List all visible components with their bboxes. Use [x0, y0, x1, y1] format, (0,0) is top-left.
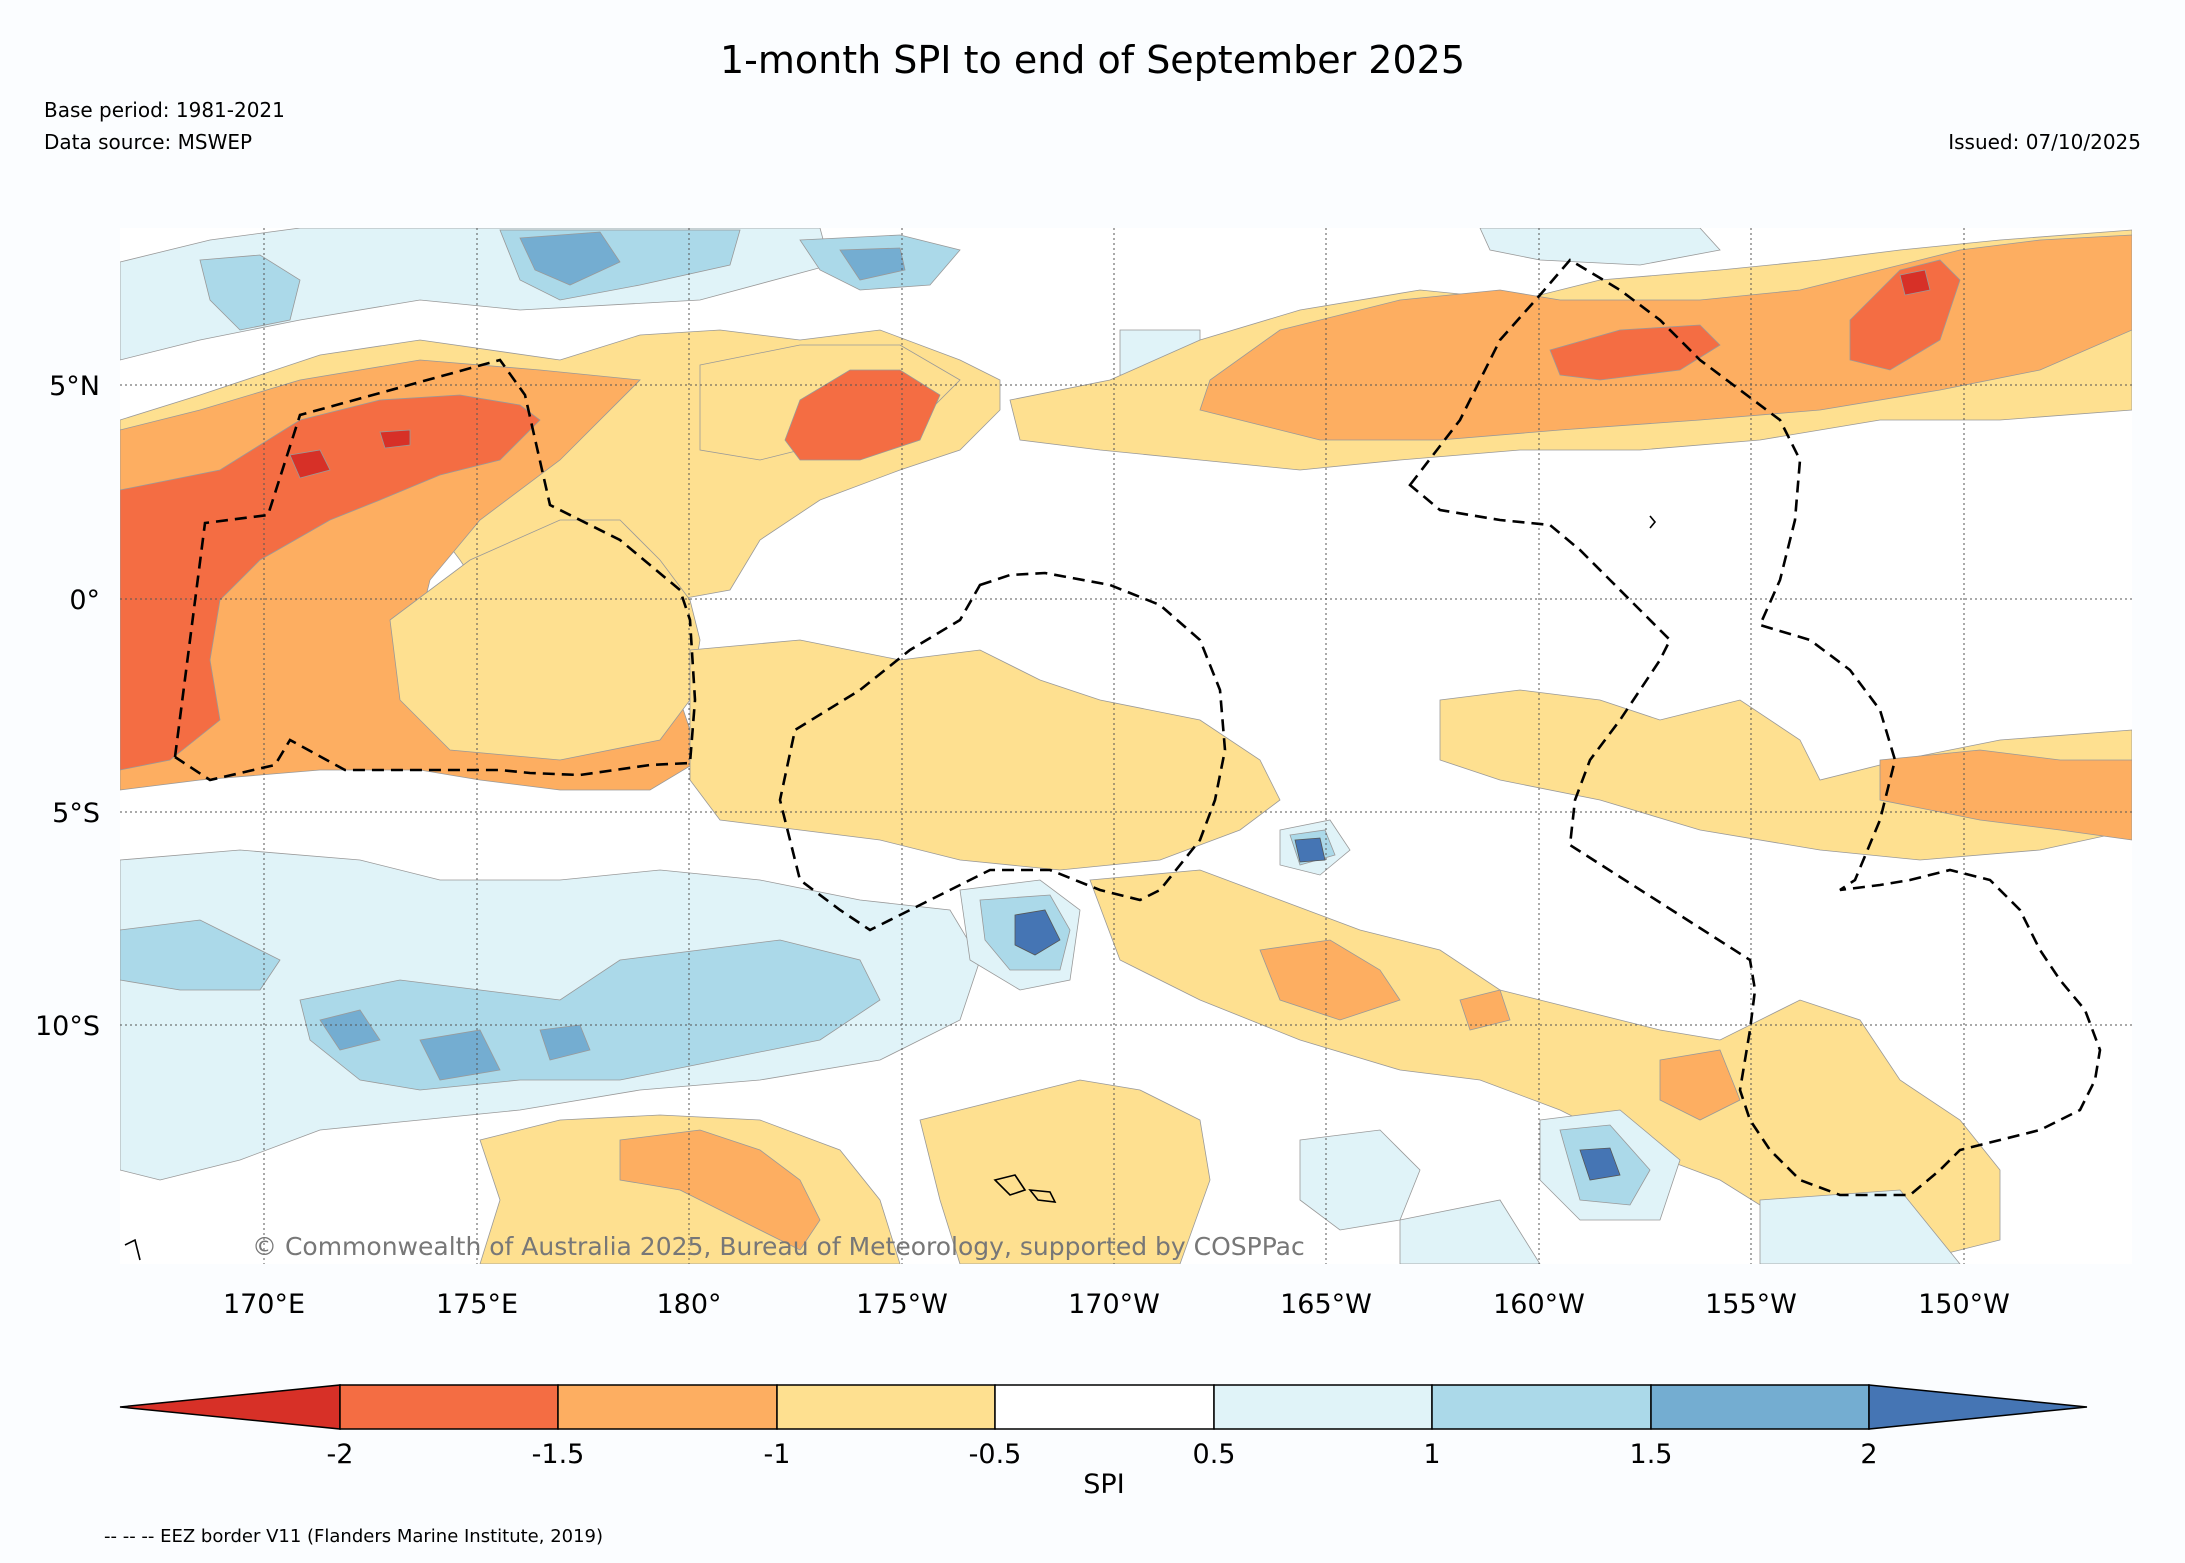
lon-label-165w: 165°W: [1280, 1289, 1372, 1320]
colorbar-bin-1: [339, 1384, 559, 1430]
lon-label-155w: 155°W: [1705, 1289, 1797, 1320]
colorbar-extend-low: [119, 1384, 341, 1430]
colorbar-tick: 0.5: [1193, 1439, 1236, 1470]
lon-label-170e: 170°E: [223, 1289, 305, 1320]
colorbar-bin-3: [776, 1384, 996, 1430]
spi-region-dry: [689, 639, 1281, 871]
colorbar-tick: -0.5: [969, 1439, 1022, 1470]
spi-region-dry: [619, 1129, 821, 1251]
graticule: [120, 228, 2132, 1264]
lon-label-160w: 160°W: [1493, 1289, 1585, 1320]
eez-footnote: -- -- -- EEZ border V11 (Flanders Marine…: [104, 1526, 604, 1547]
issued-date: Issued: 07/10/2025: [1948, 130, 2141, 154]
spi-region-wet-south: [120, 919, 881, 1091]
spi-region-dry: [1259, 939, 1741, 1121]
data-source: Data source: MSWEP: [44, 130, 253, 154]
colorbar-bin-4: [994, 1384, 1215, 1430]
colorbar-bin-2: [557, 1384, 778, 1430]
colorbar-tick: 1: [1423, 1439, 1440, 1470]
spi-region-dry: [289, 429, 411, 479]
colorbar-bin-5: [1213, 1384, 1433, 1430]
lon-label-150w: 150°W: [1918, 1289, 2010, 1320]
map-title: 1-month SPI to end of September 2025: [719, 38, 1466, 82]
spi-region-dry: [784, 369, 941, 461]
spi-region-dry: [1879, 749, 2132, 841]
islands: [124, 515, 1657, 1261]
colorbar-bin-7: [1650, 1384, 1870, 1430]
lat-label-10s: 10°S: [35, 1011, 100, 1042]
colorbar-extend-high: [1868, 1384, 2088, 1430]
spi-region-dry: [120, 394, 541, 771]
eez-border-kiribati-gilbert: [173, 358, 697, 782]
colorbar-tick: 2: [1860, 1439, 1877, 1470]
spi-region-dry: [1439, 689, 2132, 861]
spi-region-wet-south: [319, 1009, 591, 1081]
lon-label-180: 180°: [656, 1289, 721, 1320]
colorbar-tick: 1.5: [1630, 1439, 1673, 1470]
lon-label-170w: 170°W: [1068, 1289, 1160, 1320]
spi-region-wet-blob: [1014, 837, 1621, 1181]
lon-label-175w: 175°W: [856, 1289, 948, 1320]
colorbar-bin-6: [1431, 1384, 1652, 1430]
spi-region-dry: [919, 1079, 1211, 1264]
eez-borders: [173, 258, 2102, 1197]
colorbar-tick: -2: [327, 1439, 354, 1470]
spi-region-wet-north: [519, 231, 906, 286]
spi-region-wet-south: [1299, 1129, 1961, 1264]
lat-label-5s: 5°S: [52, 798, 100, 829]
lon-label-175e: 175°E: [436, 1289, 518, 1320]
copyright-text: © Commonwealth of Australia 2025, Bureau…: [252, 1232, 1305, 1261]
spi-region-wet-blob: [979, 829, 1651, 1206]
spi-shading: [120, 228, 2132, 1264]
colorbar-title: SPI: [1083, 1469, 1124, 1500]
colorbar-tick: -1: [764, 1439, 791, 1470]
lat-label-5n: 5°N: [49, 371, 100, 402]
spi-colorbar: [119, 1384, 2088, 1430]
spi-region-dry: [1899, 269, 1931, 296]
lat-label-0: 0°: [69, 585, 100, 616]
base-period: Base period: 1981-2021: [44, 98, 285, 122]
eez-border-tokelau-phoenix: [778, 571, 1227, 932]
colorbar-tick: -1.5: [532, 1439, 585, 1470]
spi-region-dry: [1549, 259, 1961, 381]
spi-region-dry: [389, 519, 701, 761]
